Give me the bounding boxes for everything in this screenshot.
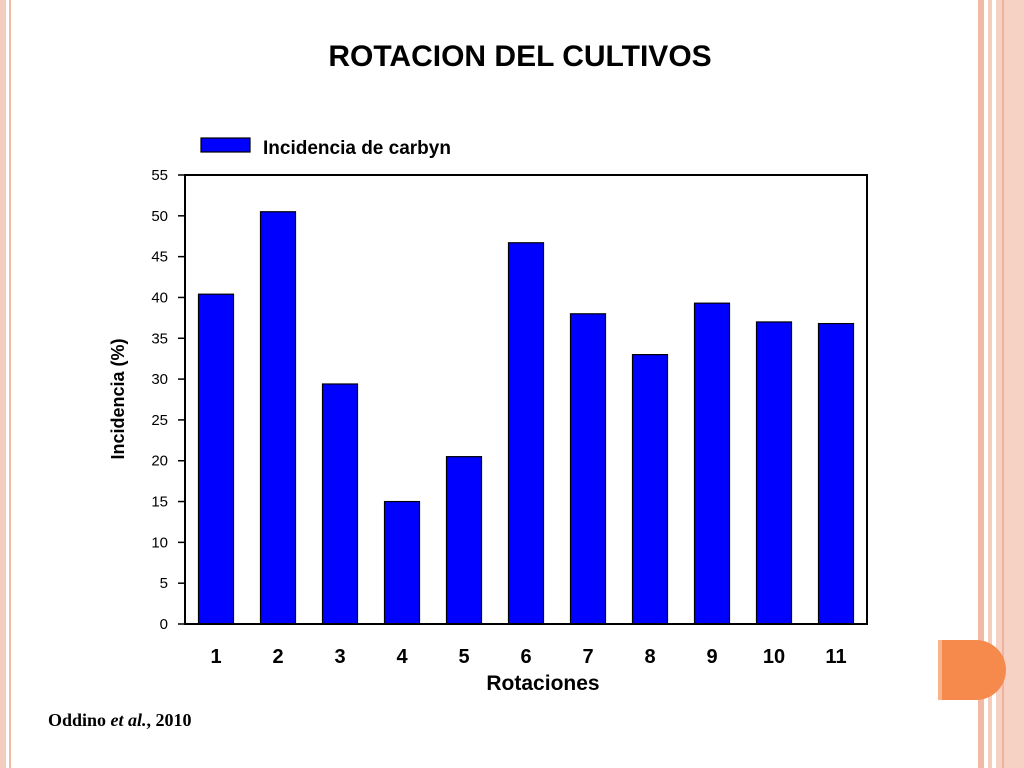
- bar-6: [507, 242, 545, 625]
- slide-frame-left-line: [9, 0, 11, 768]
- y-tick-label-40: 40: [151, 289, 168, 306]
- bar-11: [817, 322, 855, 625]
- bar-1: [197, 293, 235, 625]
- x-tick-label-7: 7: [582, 646, 593, 668]
- y-tick-label-45: 45: [151, 249, 168, 266]
- bar-10: [755, 321, 793, 625]
- x-tick-label-8: 8: [644, 646, 655, 668]
- citation-author: Oddino: [48, 710, 107, 730]
- plot-frame: [184, 174, 868, 625]
- slide-title: ROTACION DEL CULTIVOS: [328, 40, 712, 73]
- bar-3: [321, 383, 359, 625]
- x-tick-label-6: 6: [520, 646, 531, 668]
- citation: Oddino et al., 2010: [48, 710, 192, 731]
- bar-2: [259, 211, 297, 625]
- y-axis-label: Incidencia (%): [108, 338, 128, 459]
- slide-frame-right: [978, 0, 1024, 768]
- y-tick-label-30: 30: [151, 371, 168, 388]
- bar-9: [693, 302, 731, 625]
- y-tick-label-50: 50: [151, 208, 168, 225]
- slide-accent-tab: [942, 640, 1006, 700]
- x-tick-label-1: 1: [210, 646, 221, 668]
- bar-4: [383, 500, 421, 625]
- y-tick-label-5: 5: [160, 575, 168, 592]
- y-tick-label-20: 20: [151, 453, 168, 470]
- y-tick-label-35: 35: [151, 330, 168, 347]
- citation-etal: et al.: [110, 710, 147, 730]
- x-axis-label: Rotaciones: [486, 672, 599, 695]
- y-tick-label-55: 55: [151, 167, 168, 184]
- legend-swatch: [200, 137, 251, 153]
- bar-8: [631, 354, 669, 625]
- y-tick-label-15: 15: [151, 494, 168, 511]
- slide-frame-left: [0, 0, 6, 768]
- y-tick-label-25: 25: [151, 412, 168, 429]
- x-tick-label-11: 11: [825, 646, 846, 668]
- x-tick-label-3: 3: [334, 646, 345, 668]
- bar-7: [569, 313, 607, 625]
- x-tick-label-5: 5: [458, 646, 469, 668]
- citation-year: , 2010: [146, 710, 192, 730]
- legend-label: Incidencia de carbyn: [263, 138, 451, 159]
- y-tick-label-0: 0: [160, 616, 168, 633]
- x-tick-label-2: 2: [272, 646, 283, 668]
- y-tick-label-10: 10: [151, 534, 168, 551]
- bar-5: [445, 456, 483, 625]
- x-tick-label-10: 10: [763, 646, 785, 668]
- x-tick-label-4: 4: [396, 646, 408, 668]
- x-tick-label-9: 9: [706, 646, 717, 668]
